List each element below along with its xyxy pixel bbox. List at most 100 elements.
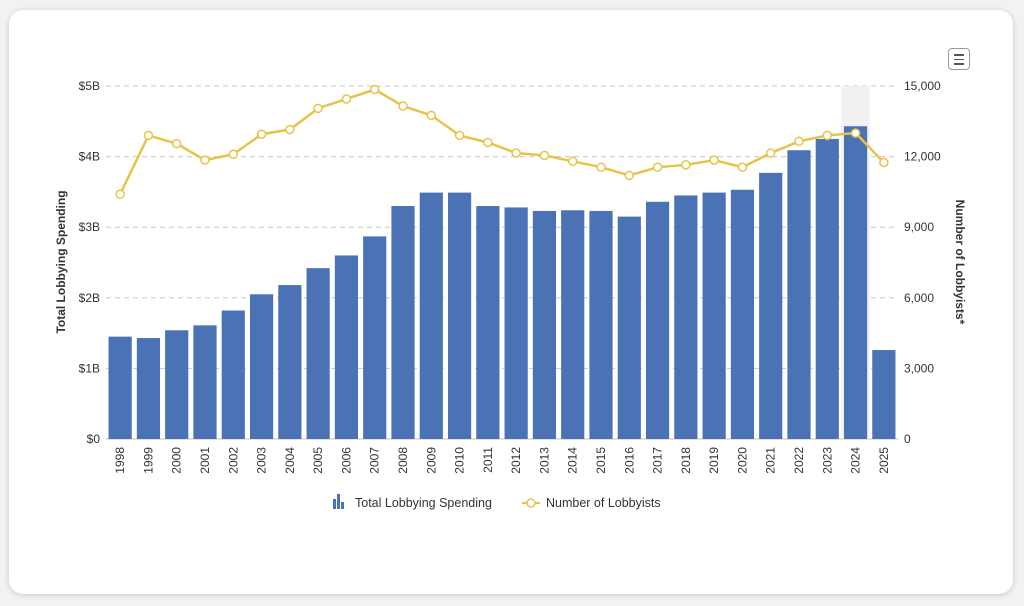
x-tick-label: 1998 — [113, 447, 127, 474]
bar-2016[interactable] — [617, 216, 641, 439]
hamburger-line-3 — [954, 63, 964, 65]
point-2009[interactable] — [426, 110, 437, 121]
point-2025[interactable] — [879, 157, 889, 168]
bar-2006[interactable] — [334, 255, 359, 439]
lobbyists-line — [119, 88, 885, 195]
bar-2007[interactable] — [363, 236, 387, 439]
point-2024[interactable] — [850, 128, 861, 138]
point-2020[interactable] — [737, 162, 748, 172]
bar-2014[interactable] — [561, 210, 585, 439]
point-2019[interactable] — [709, 155, 719, 165]
bar-2013[interactable] — [532, 210, 557, 439]
legend[interactable]: Total Lobbying Spending Number of Lobbyi… — [333, 494, 661, 510]
point-2014[interactable] — [567, 156, 578, 167]
bar-2011[interactable] — [476, 206, 500, 439]
bar-2020[interactable] — [730, 189, 755, 439]
point-2003[interactable] — [256, 129, 267, 139]
chart-menu-button[interactable] — [948, 48, 970, 70]
bar-1999[interactable] — [136, 338, 161, 439]
x-tick-label: 2001 — [198, 447, 212, 474]
bar-2009[interactable] — [419, 192, 443, 439]
x-tick-label: 2002 — [226, 447, 240, 474]
x-tick-label: 2008 — [396, 447, 410, 474]
x-tick-label: 2009 — [424, 447, 438, 474]
x-tick-label: 2013 — [537, 447, 551, 474]
point-2010[interactable] — [454, 130, 465, 141]
bar-2022[interactable] — [787, 150, 811, 439]
bar-2012[interactable] — [504, 207, 528, 439]
legend-item-lobbyists[interactable]: Number of Lobbyists — [522, 496, 661, 510]
left-tick-label: $2B — [79, 291, 100, 305]
right-tick-label: 9,000 — [904, 220, 934, 234]
bar-1998[interactable] — [108, 336, 132, 439]
point-2017[interactable] — [652, 162, 663, 172]
bar-2025[interactable] — [872, 350, 896, 439]
point-2011[interactable] — [483, 137, 493, 148]
bar-2018[interactable] — [674, 195, 698, 439]
point-2001[interactable] — [200, 155, 210, 165]
point-1998[interactable] — [115, 189, 125, 200]
x-tick-label: 2025 — [877, 447, 891, 474]
point-2013[interactable] — [539, 150, 550, 161]
bar-2019[interactable] — [702, 192, 726, 439]
bar-2002[interactable] — [221, 310, 245, 439]
point-2005[interactable] — [313, 103, 323, 114]
point-2023[interactable] — [822, 130, 833, 141]
point-2002[interactable] — [228, 149, 239, 159]
x-tick-label: 2000 — [170, 447, 184, 474]
right-axis-ticks: 0 3,000 6,000 9,000 12,000 15,000 — [904, 79, 941, 446]
x-tick-label: 2010 — [453, 447, 467, 474]
left-tick-label: $1B — [79, 361, 100, 375]
point-1999[interactable] — [143, 130, 154, 141]
x-tick-label: 2007 — [368, 447, 382, 474]
right-tick-label: 0 — [904, 432, 911, 446]
legend-label-lobbyists: Number of Lobbyists — [546, 496, 661, 510]
point-2007[interactable] — [369, 84, 380, 95]
point-2018[interactable] — [681, 160, 691, 170]
bar-2010[interactable] — [447, 192, 472, 439]
bar-2023[interactable] — [815, 138, 839, 439]
right-tick-label: 12,000 — [904, 150, 941, 164]
x-tick-label: 2006 — [339, 447, 353, 474]
bar-2024[interactable] — [843, 126, 868, 439]
x-tick-label: 2021 — [764, 447, 778, 474]
point-2008[interactable] — [398, 101, 408, 111]
legend-item-spending[interactable]: Total Lobbying Spending — [333, 494, 492, 510]
x-tick-label: 1999 — [141, 447, 155, 474]
right-tick-label: 15,000 — [904, 79, 941, 93]
line-series — [115, 84, 889, 200]
point-2004[interactable] — [285, 124, 295, 135]
bar-2017[interactable] — [645, 201, 670, 439]
x-tick-label: 2019 — [707, 447, 721, 474]
point-2022[interactable] — [794, 136, 804, 147]
x-tick-label: 2015 — [594, 447, 608, 474]
right-tick-label: 3,000 — [904, 361, 934, 375]
right-axis-title: Number of Lobbyists* — [953, 200, 967, 325]
point-2021[interactable] — [765, 148, 776, 158]
bar-2000[interactable] — [165, 330, 189, 439]
bar-2005[interactable] — [306, 268, 330, 439]
bar-2004[interactable] — [278, 285, 302, 439]
bar-2003[interactable] — [249, 294, 274, 439]
point-2006[interactable] — [341, 94, 352, 104]
bar-chart-icon — [333, 494, 344, 509]
x-tick-label: 2022 — [792, 447, 806, 474]
bar-2008[interactable] — [391, 206, 415, 439]
point-2015[interactable] — [596, 162, 606, 172]
bar-2021[interactable] — [759, 172, 783, 439]
bar-series — [108, 126, 896, 439]
x-tick-label: 2020 — [735, 447, 749, 474]
bar-2001[interactable] — [193, 325, 217, 439]
x-tick-label: 2023 — [820, 447, 834, 474]
point-2000[interactable] — [171, 138, 182, 149]
point-2012[interactable] — [511, 148, 521, 158]
point-2016[interactable] — [624, 170, 635, 181]
x-tick-label: 2014 — [566, 447, 580, 474]
bar-2015[interactable] — [589, 210, 613, 439]
hamburger-line-1 — [954, 54, 964, 56]
x-tick-label: 2017 — [651, 447, 665, 474]
left-tick-label: $3B — [79, 220, 100, 234]
x-tick-label: 2004 — [283, 447, 297, 474]
x-tick-label: 2011 — [481, 447, 495, 473]
